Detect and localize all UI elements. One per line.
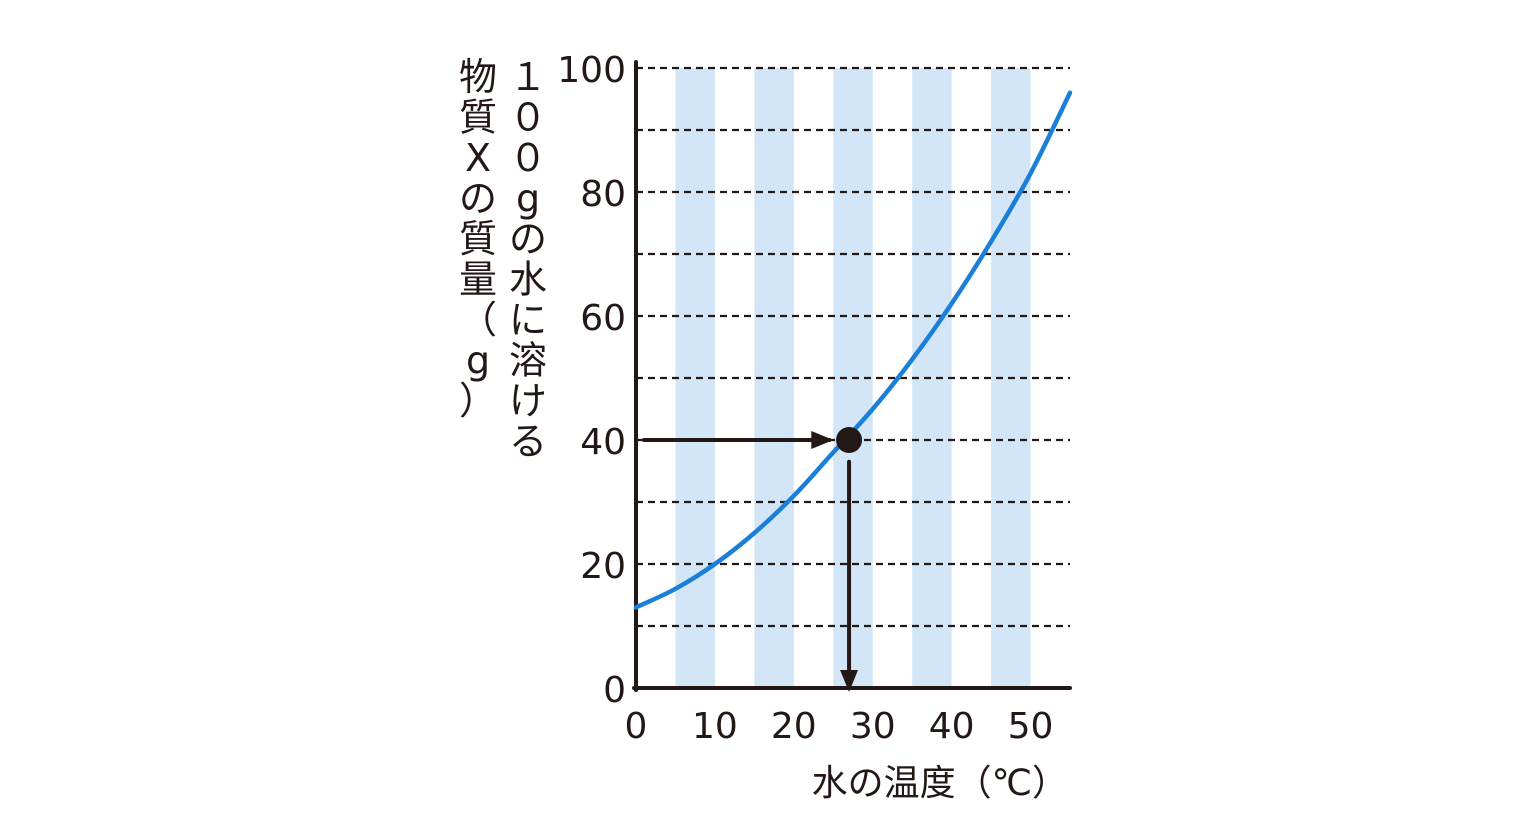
series-lines <box>633 90 1073 610</box>
x-tick-label-0: 0 <box>625 706 648 747</box>
x-tick-label-30: 30 <box>850 706 896 747</box>
x-tick-label-20: 20 <box>771 706 817 747</box>
y-axis-label-line-1: １００ g の水に溶ける <box>509 55 547 464</box>
y-tick-label-40: 40 <box>580 422 626 463</box>
series-line-1 <box>633 90 1073 610</box>
guide-arrow-head-2 <box>840 670 859 692</box>
x-tick-label-10: 10 <box>692 706 738 747</box>
y-tick-label-100: 100 <box>557 50 626 91</box>
y-tick-label-20: 20 <box>580 546 626 587</box>
y-axis-label-line-2: 物質 X の質量（ g） <box>459 55 497 423</box>
x-tick-label-40: 40 <box>929 706 975 747</box>
axes <box>632 60 1072 692</box>
y-tick-label-0: 0 <box>603 670 626 711</box>
y-tick-label-80: 80 <box>580 174 626 215</box>
x-axis-label: 水の温度（℃） <box>812 763 1068 804</box>
tick-labels: 0 20 40 60 80 100 0 10 20 30 40 50 <box>557 50 1053 747</box>
x-tick-label-50: 50 <box>1008 706 1054 747</box>
y-tick-label-60: 60 <box>580 298 626 339</box>
annotations <box>642 427 863 692</box>
guide-arrow-head-1 <box>811 431 834 449</box>
highlight-point <box>836 427 863 453</box>
